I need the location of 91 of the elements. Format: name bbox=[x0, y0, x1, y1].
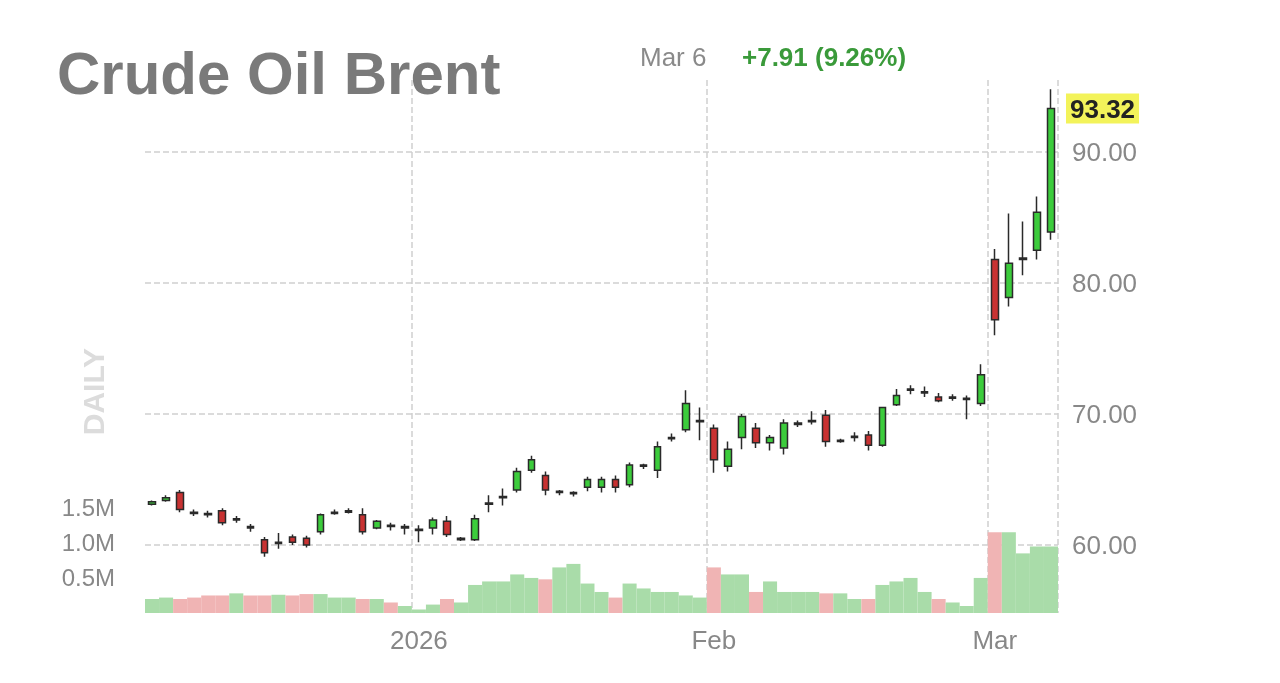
x-tick-label: 2026 bbox=[389, 625, 448, 655]
y2-tick-label: 0.5M bbox=[61, 564, 115, 592]
candlestick bbox=[316, 512, 325, 536]
bar bbox=[538, 579, 553, 613]
candlestick bbox=[920, 385, 929, 398]
bar bbox=[861, 598, 876, 613]
x-tick-label: Mar bbox=[972, 625, 1018, 655]
candlestick bbox=[344, 507, 353, 515]
text: +7.91 (9.26%) bbox=[742, 42, 907, 72]
candlestick bbox=[161, 494, 171, 503]
candlestick bbox=[175, 489, 185, 513]
text: 93.32 bbox=[1070, 93, 1136, 124]
candlestick bbox=[583, 476, 592, 492]
text: Mar 6 bbox=[640, 42, 707, 72]
candlestick bbox=[470, 514, 480, 542]
candlestick bbox=[512, 466, 522, 494]
bar bbox=[355, 598, 370, 613]
candlestick bbox=[990, 248, 1000, 337]
bar bbox=[271, 594, 286, 613]
y-tick-label: 90.00 bbox=[1072, 137, 1138, 168]
candlestick bbox=[597, 476, 606, 494]
candlestick bbox=[653, 440, 662, 479]
candlestick bbox=[498, 487, 508, 507]
candlestick bbox=[1004, 212, 1014, 308]
candlestick bbox=[892, 388, 901, 407]
candlestick bbox=[948, 393, 957, 402]
candlestick bbox=[1032, 195, 1042, 261]
candlestick bbox=[807, 410, 817, 426]
bar bbox=[229, 593, 244, 613]
candlestick bbox=[962, 394, 971, 420]
candlestick bbox=[541, 470, 550, 496]
candlestick bbox=[906, 384, 915, 396]
candlestick bbox=[737, 413, 747, 451]
candlestick bbox=[217, 507, 227, 527]
candlestick bbox=[639, 462, 648, 470]
bar bbox=[931, 598, 946, 613]
candlestick bbox=[667, 432, 676, 443]
candlestick bbox=[189, 508, 199, 517]
candlestick bbox=[330, 508, 339, 516]
y-tick-label: 70.00 bbox=[1072, 398, 1138, 429]
candlestick bbox=[793, 419, 803, 428]
candlestick bbox=[864, 430, 873, 452]
candlestick bbox=[1046, 88, 1056, 241]
candlestick bbox=[1018, 220, 1028, 276]
bar bbox=[748, 591, 764, 613]
candlestick bbox=[555, 489, 564, 496]
candlestick bbox=[723, 440, 733, 473]
candlestick bbox=[232, 515, 241, 524]
candlestick bbox=[751, 422, 761, 449]
candlestick bbox=[821, 409, 831, 448]
candlestick bbox=[428, 516, 438, 536]
y2-tick-label: 1.5M bbox=[61, 494, 115, 522]
candlestick bbox=[274, 532, 283, 550]
candlestick bbox=[527, 455, 536, 474]
candlestick bbox=[246, 523, 255, 533]
candlestick bbox=[288, 533, 297, 546]
candlestick bbox=[569, 490, 578, 498]
candlestick bbox=[358, 507, 367, 536]
candlestick bbox=[442, 515, 452, 538]
candlestick bbox=[260, 536, 269, 558]
candlestick bbox=[400, 523, 410, 536]
candlestick bbox=[484, 494, 494, 513]
candlestick bbox=[625, 461, 634, 489]
candlestick bbox=[765, 434, 775, 452]
y-tick-label: 60.00 bbox=[1072, 529, 1138, 560]
candlestick bbox=[709, 423, 719, 474]
candlestick bbox=[976, 363, 986, 407]
bar bbox=[369, 598, 384, 613]
candlestick bbox=[302, 534, 311, 549]
bar bbox=[819, 593, 834, 613]
candlestick bbox=[878, 406, 887, 448]
x-tick-label: Feb bbox=[691, 625, 737, 655]
candlestick bbox=[695, 406, 705, 441]
bar bbox=[706, 567, 721, 613]
candlestick bbox=[850, 431, 859, 443]
bar bbox=[383, 602, 398, 613]
y-tick-label: 80.00 bbox=[1072, 267, 1138, 298]
candlestick bbox=[611, 474, 620, 494]
candlestick bbox=[836, 438, 845, 444]
candlestick bbox=[147, 499, 157, 507]
bar bbox=[608, 597, 623, 613]
candlestick bbox=[414, 524, 424, 544]
bar bbox=[439, 598, 455, 613]
bar bbox=[987, 532, 1002, 613]
candlestick bbox=[203, 510, 213, 519]
candlestick bbox=[934, 392, 943, 403]
candlestick bbox=[372, 519, 382, 530]
y2-tick-label: 1.0M bbox=[61, 529, 115, 557]
chart-title: Crude Oil Brent bbox=[57, 39, 501, 107]
candlestick bbox=[779, 418, 789, 456]
candlestick bbox=[681, 389, 691, 434]
